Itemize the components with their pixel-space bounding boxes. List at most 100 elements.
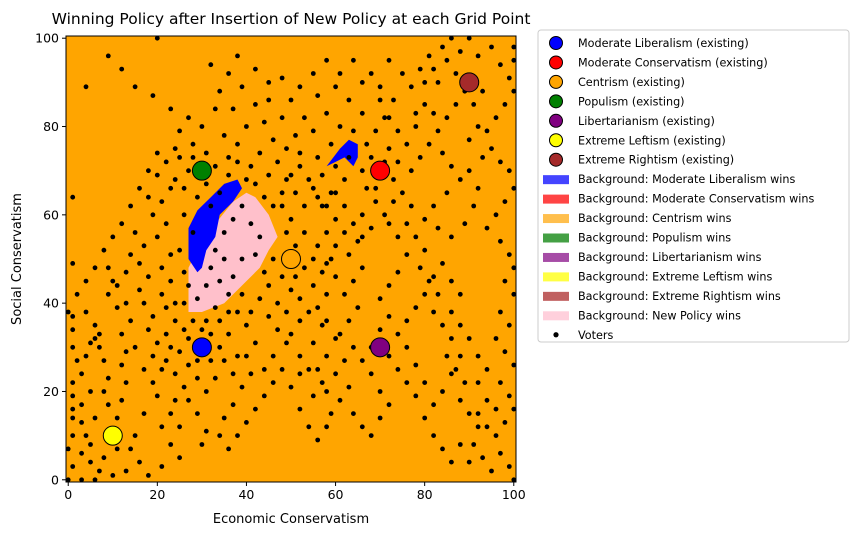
voter-point xyxy=(351,344,356,350)
voter-point xyxy=(195,296,200,302)
voter-point xyxy=(226,172,232,178)
voter-point xyxy=(449,336,454,341)
voter-point xyxy=(203,389,209,394)
voter-point xyxy=(400,71,405,76)
voter-point xyxy=(123,269,129,275)
voter-point xyxy=(146,194,151,200)
voter-point xyxy=(395,367,401,372)
voter-point xyxy=(382,115,387,121)
voter-point xyxy=(449,278,454,284)
voter-point xyxy=(266,314,272,319)
voter-point xyxy=(475,353,481,359)
voter-point xyxy=(302,265,307,271)
voter-point xyxy=(181,300,187,306)
voter-point xyxy=(315,93,321,98)
voter-point xyxy=(359,110,365,116)
y-tick-label: 0 xyxy=(51,472,59,487)
voter-point xyxy=(310,128,316,134)
voter-point xyxy=(359,265,365,271)
voter-point xyxy=(159,367,165,372)
voter-point xyxy=(137,261,142,266)
voter-point xyxy=(457,397,463,403)
voter-point xyxy=(404,221,410,227)
voter-point xyxy=(244,353,249,359)
voter-point xyxy=(154,150,160,156)
voter-point xyxy=(279,203,285,209)
voter-point xyxy=(395,234,401,240)
voter-point xyxy=(70,327,76,333)
voter-point xyxy=(368,155,374,160)
voter-point xyxy=(288,172,294,178)
voter-point xyxy=(141,300,147,306)
voter-point xyxy=(195,411,200,416)
voter-point xyxy=(444,353,450,359)
voter-point xyxy=(159,464,165,469)
voter-point xyxy=(382,212,387,218)
voter-point xyxy=(163,221,169,227)
voter-point xyxy=(333,163,338,169)
x-tick-label: 20 xyxy=(149,487,165,502)
voter-point xyxy=(123,300,129,306)
voter-point xyxy=(203,428,209,434)
voter-point xyxy=(261,367,267,372)
policy-marker xyxy=(191,337,212,358)
voter-point xyxy=(417,155,423,160)
voter-point xyxy=(498,380,503,385)
voter-point xyxy=(324,230,329,235)
voter-point xyxy=(266,283,272,288)
voter-point xyxy=(146,327,151,333)
voter-point xyxy=(306,177,312,182)
legend-box xyxy=(537,29,850,343)
voter-point xyxy=(404,252,410,257)
legend-marker xyxy=(549,152,563,167)
voter-point xyxy=(377,327,383,333)
voter-point xyxy=(208,62,214,68)
voter-point xyxy=(506,393,512,399)
voter-point xyxy=(284,177,289,182)
voter-point xyxy=(199,124,205,129)
voter-point xyxy=(119,221,125,227)
voter-point xyxy=(248,309,254,315)
voter-point xyxy=(493,115,499,121)
legend-label: Background: Moderate Conservatism wins xyxy=(578,193,814,206)
voter-point xyxy=(92,477,98,482)
voter-point xyxy=(199,442,205,447)
voter-point xyxy=(511,57,516,63)
voter-point xyxy=(168,344,174,350)
voter-point xyxy=(163,305,169,310)
voter-point xyxy=(141,243,147,249)
voter-point xyxy=(310,71,316,76)
voter-point xyxy=(319,203,325,209)
voter-point xyxy=(208,331,214,337)
voter-point xyxy=(466,168,472,174)
voter-point xyxy=(208,358,214,363)
voter-point xyxy=(337,71,343,76)
voter-point xyxy=(466,411,472,416)
voter-point xyxy=(355,305,361,310)
voter-point xyxy=(462,380,468,385)
voter-point xyxy=(146,168,151,174)
voter-point xyxy=(221,358,227,363)
voter-point xyxy=(230,106,236,112)
voter-point xyxy=(440,44,445,50)
legend: Moderate Liberalism (existing) Moderate C… xyxy=(537,29,850,343)
voter-point xyxy=(440,150,445,156)
voter-point xyxy=(391,199,396,205)
voter-point xyxy=(270,353,276,359)
plot-frame xyxy=(65,35,517,483)
voter-point xyxy=(422,291,428,297)
voter-points xyxy=(66,36,516,482)
voter-point xyxy=(226,291,232,297)
voter-point xyxy=(235,159,240,165)
voter-point xyxy=(484,128,490,134)
voter-point xyxy=(154,340,160,346)
voter-point xyxy=(110,473,116,478)
voter-point xyxy=(386,314,392,319)
voter-point xyxy=(431,433,436,438)
voter-point xyxy=(319,172,325,178)
voter-point xyxy=(413,234,419,240)
voter-point xyxy=(248,163,254,169)
voter-point xyxy=(177,155,183,160)
voter-point xyxy=(97,331,102,337)
voter-point xyxy=(293,133,298,138)
